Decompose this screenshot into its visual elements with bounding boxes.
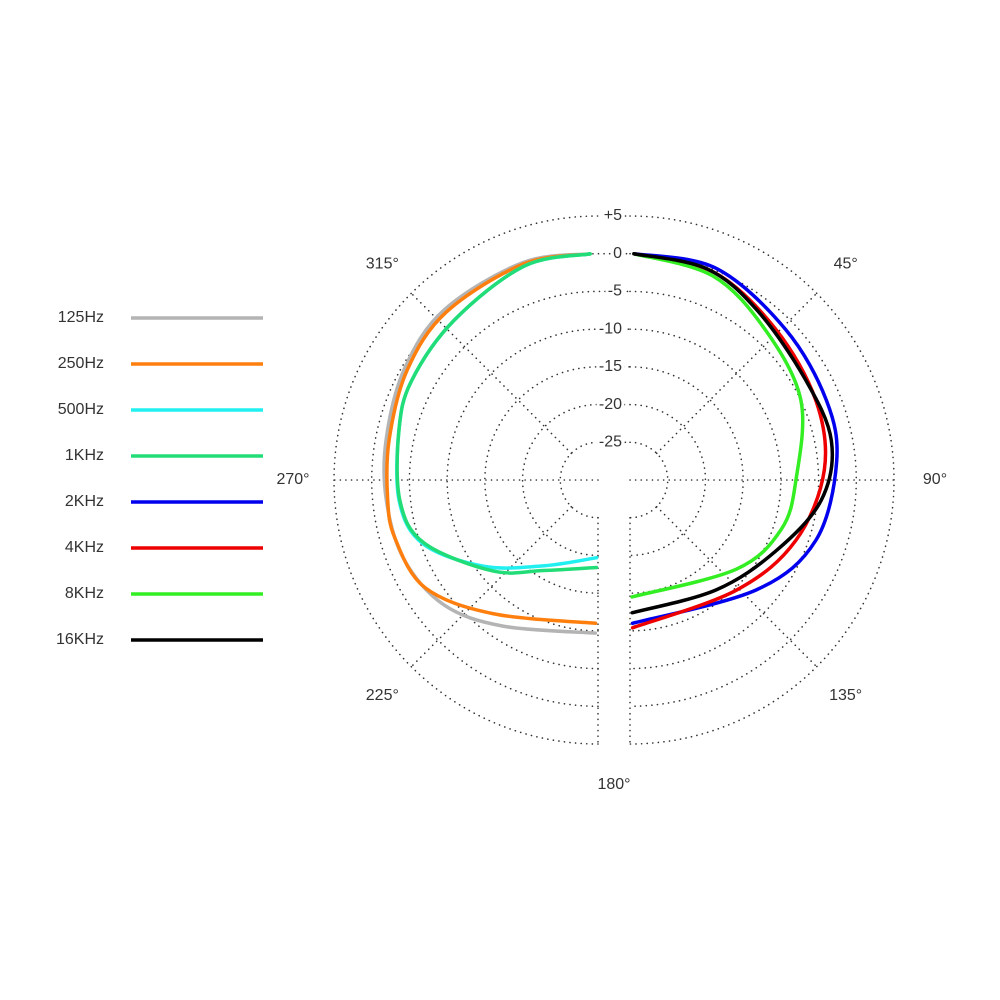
r-tick-label: -20 [599,396,622,413]
angle-tick-label: 90° [923,471,947,488]
angle-tick-label: 270° [276,471,309,488]
grid-ring [446,328,782,632]
r-tick-label: -5 [608,283,622,300]
series-line [395,252,599,575]
grid-spoke [597,516,631,745]
r-tick-label: -15 [599,358,622,375]
legend-label: 4KHz [65,539,104,556]
series-line [395,252,599,570]
legend-label: 2KHz [65,493,104,510]
grid-ring [484,366,744,594]
r-tick-label: +5 [604,207,622,224]
angle-tick-label: 45° [834,256,858,273]
angle-tick-label: 225° [366,687,399,704]
series-line [385,252,598,626]
legend-label: 16KHz [56,631,104,648]
grid-ring [559,441,669,519]
angle-tick-label: 135° [829,687,862,704]
r-tick-label: -25 [599,434,622,451]
series-line [630,251,835,615]
series-line [630,251,805,599]
legend-label: 500Hz [58,401,104,418]
angle-tick-label: 180° [597,776,630,793]
series-line [382,252,598,635]
legend-label: 8KHz [65,585,104,602]
grid-ring [408,290,820,670]
grid-ring [521,403,707,557]
legend-label: 1KHz [65,447,104,464]
angle-tick-label: 315° [366,256,399,273]
legend-label: 125Hz [58,309,104,326]
r-tick-label: 0 [613,245,622,262]
series-line [630,251,839,626]
r-tick-label: -10 [599,320,622,337]
legend-label: 250Hz [58,355,104,372]
